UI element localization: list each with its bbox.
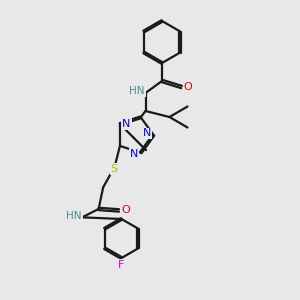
- Text: O: O: [184, 82, 193, 92]
- Text: N: N: [143, 128, 151, 139]
- Text: N: N: [130, 149, 138, 159]
- Text: N: N: [122, 119, 131, 129]
- Text: S: S: [110, 164, 118, 174]
- Text: HN: HN: [66, 211, 82, 221]
- Text: O: O: [121, 206, 130, 215]
- Text: HN: HN: [129, 86, 145, 97]
- Text: F: F: [118, 260, 125, 270]
